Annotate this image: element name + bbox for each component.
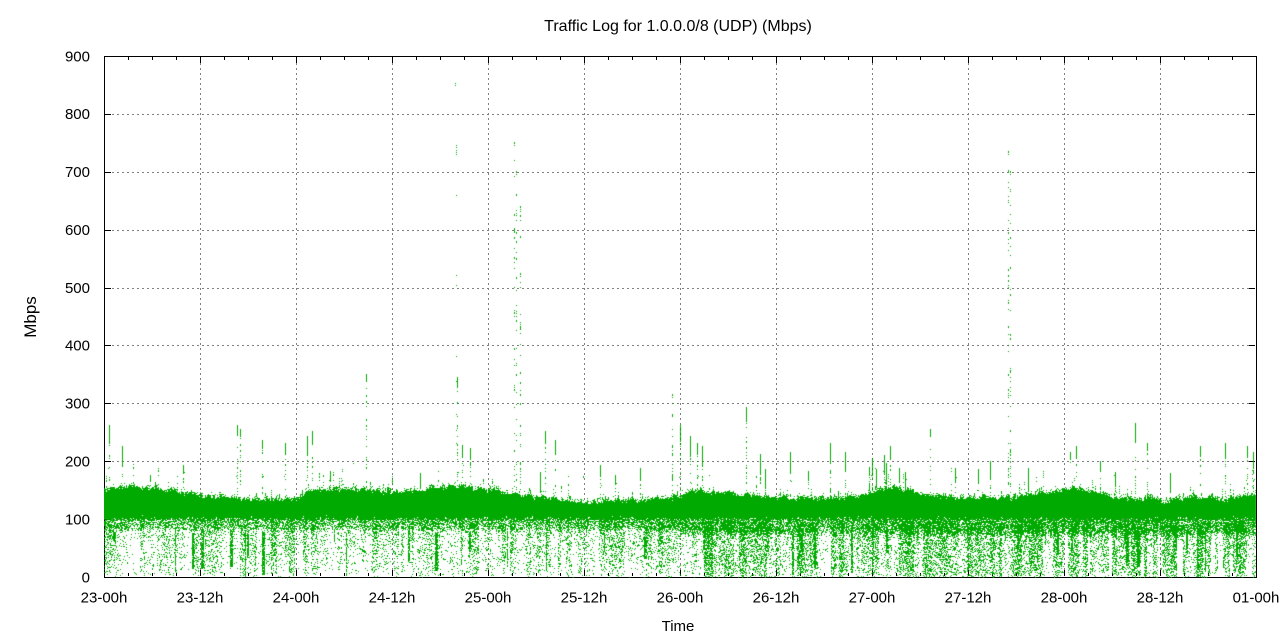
svg-text:900: 900 xyxy=(65,48,90,65)
svg-text:500: 500 xyxy=(65,280,90,297)
svg-text:25-12h: 25-12h xyxy=(561,590,608,607)
svg-text:28-12h: 28-12h xyxy=(1137,590,1184,607)
svg-text:Time: Time xyxy=(662,618,695,635)
svg-text:300: 300 xyxy=(65,396,90,413)
svg-text:28-00h: 28-00h xyxy=(1041,590,1088,607)
svg-text:Traffic Log for 1.0.0.0/8 (UDP: Traffic Log for 1.0.0.0/8 (UDP) (Mbps) xyxy=(544,18,812,35)
svg-text:23-12h: 23-12h xyxy=(177,590,224,607)
svg-text:23-00h: 23-00h xyxy=(81,590,128,607)
svg-text:27-12h: 27-12h xyxy=(945,590,992,607)
svg-text:0: 0 xyxy=(82,569,90,586)
svg-text:24-12h: 24-12h xyxy=(369,590,416,607)
svg-text:600: 600 xyxy=(65,222,90,239)
svg-text:26-12h: 26-12h xyxy=(753,590,800,607)
svg-text:700: 700 xyxy=(65,164,90,181)
svg-text:26-00h: 26-00h xyxy=(657,590,704,607)
svg-text:27-00h: 27-00h xyxy=(849,590,896,607)
svg-text:01-00h: 01-00h xyxy=(1233,590,1280,607)
svg-text:Mbps: Mbps xyxy=(21,296,40,338)
svg-text:200: 200 xyxy=(65,454,90,471)
svg-text:25-00h: 25-00h xyxy=(465,590,512,607)
svg-text:400: 400 xyxy=(65,338,90,355)
svg-text:24-00h: 24-00h xyxy=(273,590,320,607)
svg-text:800: 800 xyxy=(65,106,90,123)
svg-text:100: 100 xyxy=(65,511,90,528)
